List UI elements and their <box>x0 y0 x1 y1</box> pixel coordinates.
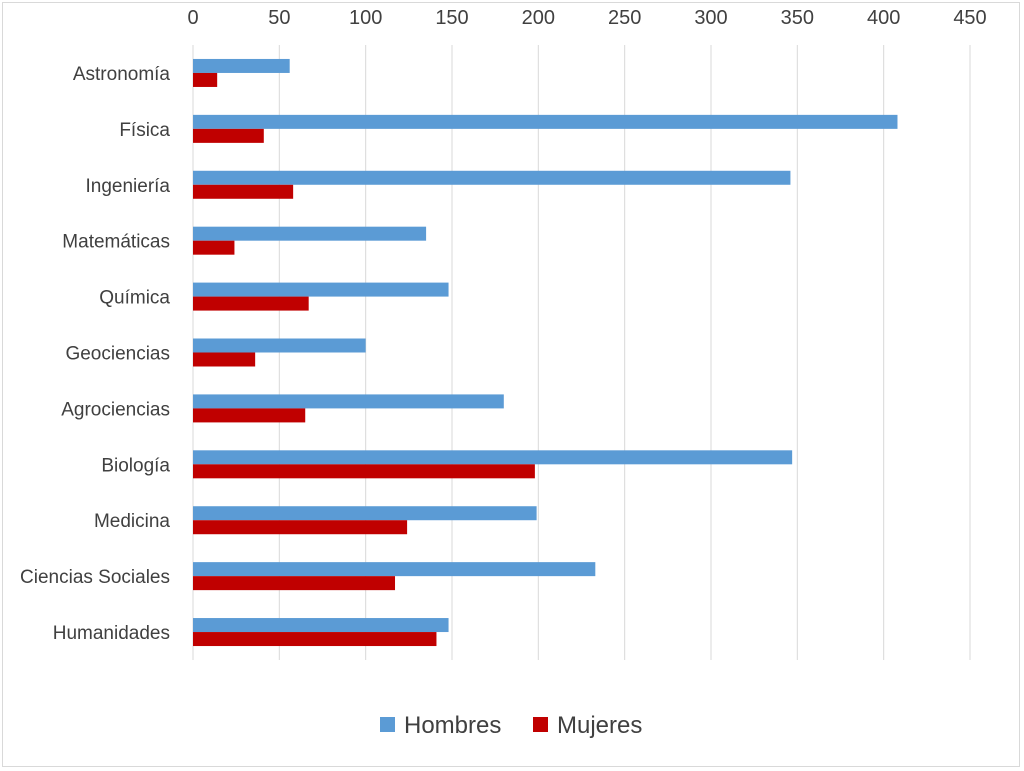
x-tick-label: 200 <box>522 7 555 29</box>
legend-label-mujeres: Mujeres <box>557 712 642 739</box>
legend-swatch-hombres <box>380 717 395 732</box>
x-tick-label: 150 <box>435 7 468 29</box>
bars <box>193 58 898 647</box>
bar-hombres-2 <box>193 170 791 185</box>
bar-mujeres-10 <box>193 632 437 647</box>
bar-mujeres-4 <box>193 296 309 311</box>
category-label: Astronomía <box>73 64 171 85</box>
bar-hombres-1 <box>193 114 898 129</box>
bar-mujeres-6 <box>193 408 306 423</box>
x-tick-label: 0 <box>187 7 198 29</box>
bar-mujeres-3 <box>193 240 235 255</box>
bar-hombres-5 <box>193 338 366 353</box>
bar-hombres-7 <box>193 450 793 465</box>
x-tick-label: 100 <box>349 7 382 29</box>
gridlines <box>192 45 971 660</box>
bar-hombres-9 <box>193 562 596 577</box>
bar-hombres-0 <box>193 58 290 73</box>
category-label: Agrociencias <box>61 399 170 420</box>
category-label: Física <box>119 120 170 141</box>
bar-mujeres-5 <box>193 352 256 367</box>
bar-hombres-10 <box>193 618 449 633</box>
category-label: Medicina <box>94 511 170 532</box>
category-label: Matemáticas <box>62 232 170 253</box>
bar-hombres-6 <box>193 394 504 409</box>
x-tick-label: 350 <box>781 7 814 29</box>
x-tick-label: 450 <box>953 7 986 29</box>
legend-swatch-mujeres <box>533 717 548 732</box>
x-tick-label: 400 <box>867 7 900 29</box>
bar-mujeres-2 <box>193 184 294 199</box>
bar-mujeres-1 <box>193 128 264 143</box>
x-axis-ticks: 0 50 100 150 200 250 300 350 400 450 <box>187 7 986 29</box>
category-label: Geociencias <box>65 344 170 365</box>
category-label: Biología <box>101 455 170 476</box>
x-tick-label: 300 <box>694 7 727 29</box>
category-label: Humanidades <box>53 623 170 644</box>
x-tick-label: 50 <box>268 7 290 29</box>
legend-label-hombres: Hombres <box>404 712 501 739</box>
bar-mujeres-9 <box>193 576 396 591</box>
bar-hombres-8 <box>193 506 537 521</box>
legend: Hombres Mujeres <box>380 712 642 739</box>
bar-mujeres-7 <box>193 464 535 479</box>
category-label: Química <box>99 288 170 309</box>
x-tick-label: 250 <box>608 7 641 29</box>
category-label: Ingeniería <box>85 176 170 197</box>
bar-hombres-4 <box>193 282 449 297</box>
category-label: Ciencias Sociales <box>20 567 170 588</box>
bar-mujeres-8 <box>193 520 408 535</box>
bar-mujeres-0 <box>193 72 218 87</box>
category-labels: Astronomía Física Ingeniería Matemáticas Quí… <box>20 64 170 644</box>
bar-hombres-3 <box>193 226 427 241</box>
